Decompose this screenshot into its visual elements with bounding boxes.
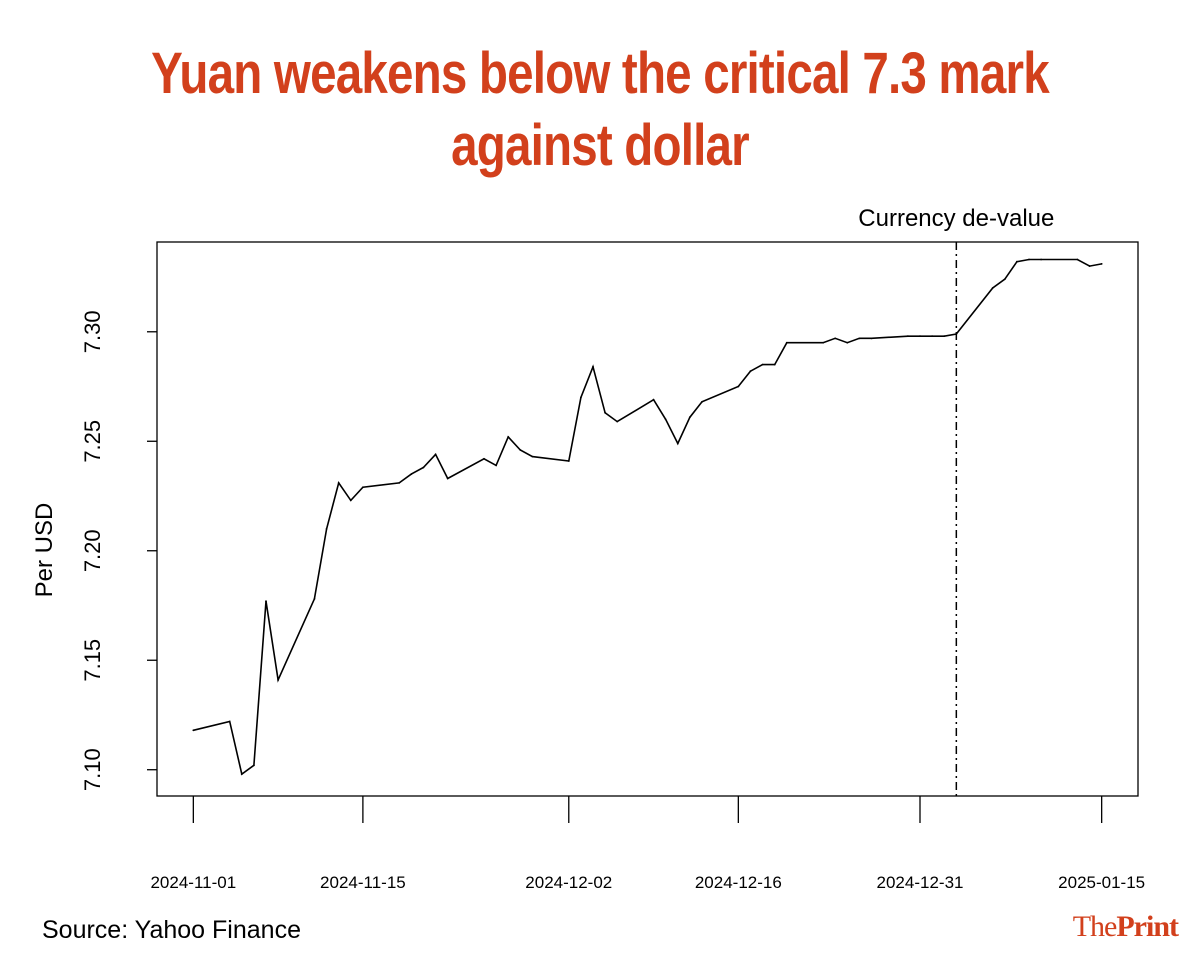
- data-point: [906, 335, 909, 338]
- data-point: [252, 764, 255, 767]
- data-point: [1076, 258, 1079, 261]
- data-point: [483, 457, 485, 460]
- data-point: [410, 473, 413, 476]
- data-point: [834, 337, 837, 340]
- data-point: [422, 466, 425, 469]
- y-tick-label: 7.10: [80, 748, 105, 791]
- data-point: [265, 600, 267, 603]
- data-point: [228, 720, 231, 723]
- data-point: [579, 396, 582, 399]
- data-point: [652, 398, 655, 401]
- data-point: [773, 363, 776, 366]
- data-point: [1040, 258, 1043, 261]
- data-point: [446, 477, 449, 480]
- data-point: [519, 449, 522, 451]
- data-point: [761, 363, 764, 366]
- plot-frame: [156, 241, 1139, 797]
- data-point: [688, 416, 691, 419]
- y-tick-label: 7.15: [80, 639, 105, 682]
- data-point: [567, 460, 570, 462]
- theprint-logo: ThePrint: [1072, 910, 1179, 944]
- x-tick-label: 2024-11-15: [320, 873, 406, 892]
- annotation-label: Currency de-value: [858, 205, 1054, 232]
- x-tick-label: 2025-01-15: [1058, 873, 1145, 892]
- data-point: [1088, 265, 1091, 267]
- x-tick-label: 2024-11-01: [150, 873, 236, 892]
- data-point: [313, 598, 316, 600]
- y-axis: 7.10 7.15 7.20 7.25 7.30: [80, 310, 157, 791]
- data-point: [604, 411, 607, 414]
- data-point: [991, 287, 994, 289]
- data-points: [192, 258, 1103, 776]
- data-point: [349, 499, 352, 502]
- data-point: [1100, 262, 1103, 265]
- data-point: [785, 341, 788, 344]
- data-point: [616, 420, 619, 423]
- chart-title: Yuan weakens below the critical 7.3 mark…: [108, 38, 1092, 182]
- data-point: [664, 418, 667, 421]
- data-point: [749, 370, 752, 373]
- y-axis-label: Per USD: [31, 503, 58, 598]
- source-note: Source: Yahoo Finance: [42, 916, 301, 944]
- data-point: [1015, 260, 1018, 263]
- logo-the: The: [1072, 910, 1118, 943]
- title-line-2: against dollar: [451, 113, 750, 178]
- data-point: [822, 341, 825, 344]
- data-point: [192, 729, 195, 732]
- data-point: [434, 453, 437, 456]
- data-point: [1028, 258, 1030, 261]
- data-point: [846, 341, 849, 344]
- data-point: [931, 335, 934, 338]
- data-point: [240, 773, 243, 776]
- data-point: [325, 527, 328, 530]
- data-point: [277, 679, 280, 681]
- data-point: [495, 464, 498, 467]
- series-line: [193, 258, 1102, 776]
- data-point: [919, 335, 921, 338]
- data-point: [676, 442, 679, 445]
- data-point: [737, 385, 740, 388]
- x-axis: 2024-11-01 2024-11-15 2024-12-02 2024-12-16…: [150, 796, 1145, 892]
- data-point: [592, 365, 594, 368]
- data-point: [531, 455, 534, 458]
- y-tick-label: 7.20: [80, 529, 105, 572]
- logo-print: Print: [1116, 910, 1179, 943]
- title-line-1: Yuan weakens below the critical 7.3 mark: [151, 41, 1050, 106]
- data-point: [361, 486, 364, 489]
- x-tick-label: 2024-12-16: [695, 873, 782, 892]
- y-tick-label: 7.25: [80, 420, 105, 463]
- data-point: [858, 337, 861, 340]
- data-point: [507, 435, 510, 438]
- data-point: [955, 333, 958, 335]
- data-point: [337, 481, 340, 484]
- x-tick-label: 2024-12-31: [877, 873, 964, 892]
- data-point: [943, 335, 946, 338]
- y-tick-label: 7.30: [80, 310, 105, 353]
- x-tick-label: 2024-12-02: [525, 873, 612, 892]
- data-point: [1003, 278, 1006, 281]
- data-point: [870, 337, 873, 340]
- data-point: [398, 481, 401, 484]
- data-point: [701, 400, 703, 403]
